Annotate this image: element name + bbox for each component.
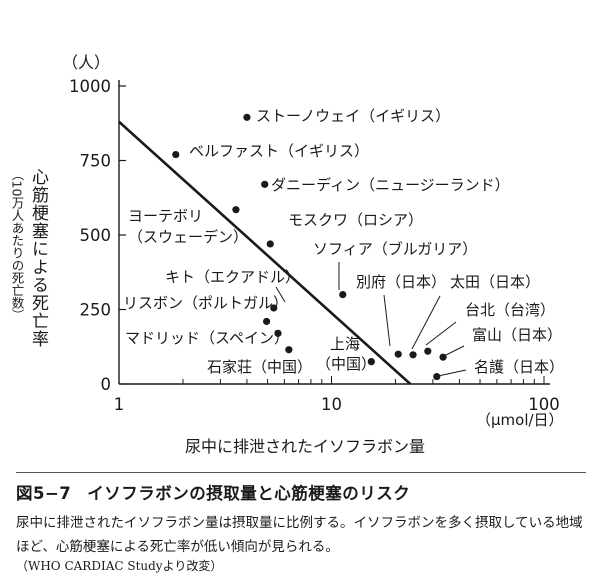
point-label: 名護（日本）: [474, 358, 564, 376]
x-tick-label: 1: [114, 395, 125, 414]
trend-line: [118, 120, 412, 385]
x-unit-label: （μmol/日）: [476, 411, 564, 429]
point-label: 富山（日本）: [472, 326, 562, 344]
point-label: ベルファスト（イギリス）: [189, 142, 369, 160]
point-label: ソフィア（ブルガリア）: [313, 240, 477, 258]
point-label: 台北（台湾）: [465, 301, 555, 319]
figure-caption: 尿中に排泄されたイソフラボン量は摂取量に比例する。イソフラボンを多く摂取している…: [16, 515, 583, 555]
figure-title-text: イソフラボンの摂取量と心筋梗塞のリスク: [87, 484, 411, 503]
label-leader-line: [437, 369, 467, 377]
label-leader-line: [383, 294, 391, 347]
data-point: [409, 351, 417, 359]
point-label: モスクワ（ロシア）: [288, 211, 423, 229]
y-tick-label: 0: [101, 375, 112, 394]
point-label: ダニーディン（ニュージーランド）: [271, 176, 510, 194]
data-point: [339, 291, 347, 299]
point-label: 石家荘（中国）: [207, 358, 312, 376]
y-tick-label: 500: [80, 226, 112, 245]
point-label-sub: （スウェーデン）: [128, 228, 248, 246]
data-point: [274, 329, 282, 337]
label-leader-line: [275, 286, 286, 303]
x-tick-label: 10: [321, 395, 342, 414]
x-tick-label: 100: [528, 395, 560, 414]
data-point: [424, 347, 432, 355]
trend-line-group: [118, 120, 412, 385]
data-point: [394, 350, 402, 358]
y-tick-label: 750: [80, 152, 112, 171]
y-tick-label: 1000: [69, 77, 111, 96]
label-leader-line: [441, 345, 465, 358]
figure-number: 図5−7: [16, 484, 72, 503]
point-labels: ストーノウェイ（イギリス） ベルファスト（イギリス） ダニーディン（ニュージーランド…: [123, 107, 564, 377]
axes: 0 250 500 750 1000 1 10 100: [69, 77, 560, 414]
point-label-sub: （中国）: [316, 355, 376, 373]
point-label: マドリッド（スペイン）: [125, 329, 289, 347]
data-points: [172, 113, 447, 381]
data-point: [263, 317, 271, 326]
point-label: 上海: [330, 335, 360, 353]
divider: [16, 472, 586, 473]
y-unit-label: （人）: [62, 53, 110, 72]
data-point: [172, 150, 180, 159]
data-point: [243, 113, 251, 121]
figure-title: 図5−7 イソフラボンの摂取量と心筋梗塞のリスク: [16, 480, 410, 504]
point-label: ヨーテボリ: [128, 207, 203, 225]
scatter-chart: 0 250 500 750 1000 1 10 100 ストーノウェイ（イギリス） ベルファスト…: [10, 53, 565, 456]
point-label: リスボン（ポルトガル）: [123, 294, 288, 312]
y-axis-title: 心筋梗塞による死亡率: [28, 168, 49, 348]
x-axis-title: 尿中に排泄されたイソフラボン量: [185, 437, 425, 456]
data-point: [266, 240, 274, 248]
y-tick-label: 250: [80, 301, 112, 320]
data-point: [261, 180, 269, 188]
figure-source: （WHO CARDIAC Studyより改変）: [16, 559, 223, 573]
data-point: [232, 206, 240, 214]
data-point: [367, 358, 375, 366]
data-point: [433, 372, 441, 381]
data-point: [285, 346, 293, 354]
label-leader-line: [425, 321, 457, 346]
point-label: 別府（日本）: [356, 273, 446, 291]
y-axis-subtitle: （10万人あたりの死亡数）: [10, 168, 25, 321]
point-label: ストーノウェイ（イギリス）: [256, 107, 450, 125]
point-label: キト（エクアドル）: [165, 268, 300, 286]
point-label: 太田（日本）: [450, 273, 540, 291]
data-point: [270, 304, 278, 312]
label-leader-line: [411, 295, 441, 350]
